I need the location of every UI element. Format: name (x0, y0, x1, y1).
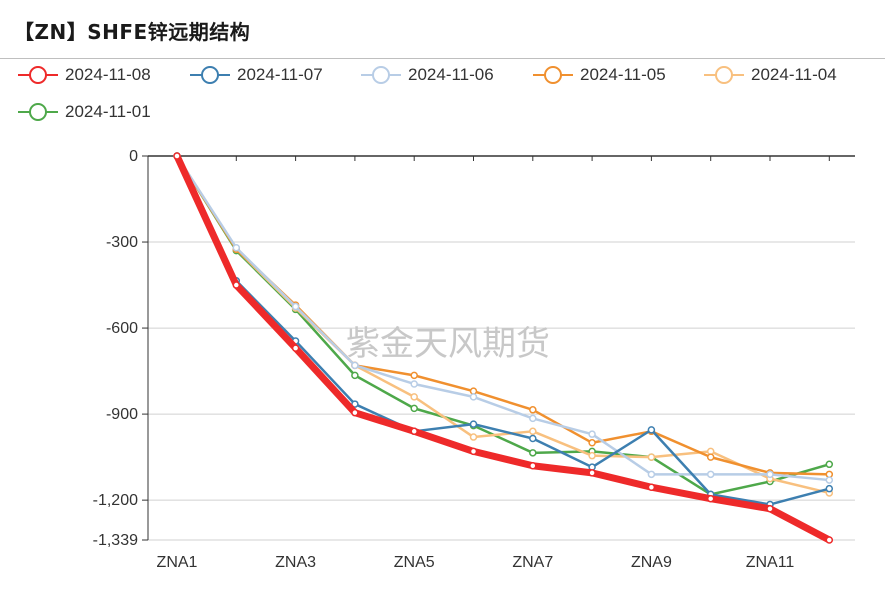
data-point (232, 281, 241, 289)
data-point (529, 414, 537, 423)
data-point (529, 406, 537, 414)
x-tick-label: ZNA5 (394, 554, 435, 571)
data-point (766, 470, 774, 479)
data-point (469, 447, 478, 456)
data-point (351, 400, 359, 408)
data-point (825, 536, 834, 544)
legend-item[interactable]: 2024-11-04 (704, 62, 837, 88)
legend-label: 2024-11-06 (408, 65, 494, 84)
legend-item[interactable]: 2024-11-07 (190, 62, 323, 88)
data-point (410, 380, 418, 388)
data-point (706, 494, 715, 503)
data-point (825, 460, 834, 469)
series-line-2024-11-05 (175, 154, 831, 476)
data-point (469, 393, 478, 401)
legend-swatch (533, 66, 573, 84)
data-point (825, 484, 834, 493)
data-point (706, 470, 715, 479)
x-tick-label: ZNA1 (157, 554, 198, 571)
y-tick-label: -600 (106, 320, 138, 337)
data-point (291, 302, 300, 311)
legend-swatch (361, 66, 401, 84)
data-point (647, 426, 656, 434)
data-point (232, 244, 241, 252)
data-point (588, 430, 596, 438)
legend-swatch (18, 66, 58, 84)
x-tick-label: ZNA7 (512, 554, 553, 571)
series-lines (173, 152, 834, 544)
data-point (469, 420, 478, 428)
x-tick-label: ZNA3 (275, 554, 316, 571)
data-point (291, 344, 300, 352)
data-point (588, 439, 596, 447)
legend-item[interactable]: 2024-11-01 (18, 99, 151, 125)
data-point (588, 451, 596, 460)
watermark: 紫金天风期货 (346, 324, 550, 364)
axes: 0 -300 -600 -900 -1,200 -1,339 ZNA1 ZNA3 ZNA5 ZNA… (93, 148, 855, 571)
legend-swatch (18, 103, 58, 121)
data-point (647, 470, 656, 479)
legend-swatch (190, 66, 230, 84)
data-point (173, 152, 181, 160)
data-point (529, 461, 537, 470)
data-point (706, 453, 715, 461)
data-point (351, 361, 359, 370)
legend-item[interactable]: 2024-11-06 (361, 62, 494, 88)
y-min-label: -1,339 (93, 532, 138, 549)
x-tick-label: ZNA9 (631, 554, 672, 571)
gridlines (148, 241, 855, 541)
legend-label: 2024-11-01 (65, 102, 151, 121)
data-point (469, 433, 478, 441)
legend-label: 2024-11-04 (751, 65, 837, 84)
data-point (529, 427, 537, 436)
legend-label: 2024-11-07 (237, 65, 323, 84)
data-point (529, 434, 537, 443)
y-tick-label: -900 (106, 406, 138, 423)
data-point (766, 504, 774, 513)
data-point (410, 404, 418, 413)
series-line-2024-11-06 (175, 154, 831, 482)
data-point (529, 449, 537, 457)
series-line-2024-11-07 (175, 154, 831, 506)
legend-item[interactable]: 2024-11-05 (533, 62, 666, 88)
data-point (647, 483, 656, 491)
legend-label: 2024-11-05 (580, 65, 666, 84)
title-divider (0, 58, 885, 59)
legend-swatch (704, 66, 744, 84)
data-point (410, 427, 418, 436)
data-point (588, 469, 596, 477)
chart-title: 【ZN】SHFE锌远期结构 (14, 20, 251, 44)
y-tick-label: -300 (106, 234, 138, 251)
y-tick-label: -1,200 (93, 492, 138, 509)
data-point (410, 393, 418, 401)
data-point (410, 371, 418, 380)
data-point (825, 476, 834, 484)
series-line-2024-11-08 (173, 152, 833, 544)
data-point (647, 453, 656, 461)
data-point (351, 371, 359, 380)
y-tick-label: 0 (129, 148, 138, 165)
x-tick-label: ZNA11 (746, 554, 795, 571)
legend-label: 2024-11-08 (65, 65, 151, 84)
data-point (351, 408, 359, 417)
legend-item[interactable]: 2024-11-08 (18, 62, 151, 88)
